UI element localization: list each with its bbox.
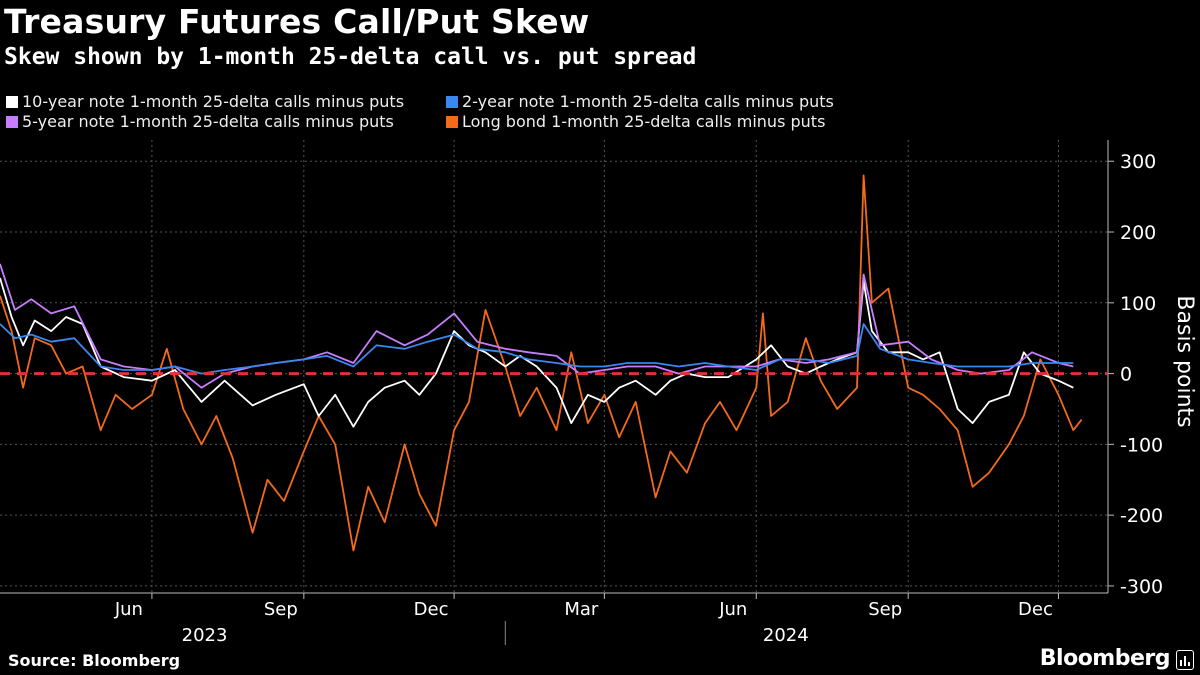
legend-label-five-year: 5-year note 1-month 25-delta calls minus… bbox=[22, 112, 394, 131]
legend-label-long-bond: Long bond 1-month 25-delta calls minus p… bbox=[462, 112, 826, 131]
x-tick-label: Dec bbox=[1018, 599, 1053, 620]
x-tick-label: Jun bbox=[114, 599, 143, 620]
y-tick-label: 100 bbox=[1120, 293, 1156, 315]
y-tick-label: -300 bbox=[1120, 576, 1163, 598]
source-note: Source: Bloomberg bbox=[8, 651, 181, 670]
y-tick-label: -100 bbox=[1120, 434, 1163, 456]
y-tick-label: -200 bbox=[1120, 505, 1163, 527]
y-axis-title: Basis points bbox=[1172, 295, 1197, 427]
bloomberg-chart-icon bbox=[1176, 650, 1194, 670]
legend-swatch-two-year bbox=[446, 95, 458, 108]
x-tick-label: Jun bbox=[718, 599, 747, 620]
x-tick-label: Sep bbox=[264, 599, 298, 620]
series-line-long-bond bbox=[0, 174, 1083, 552]
x-tick-label: Mar bbox=[564, 599, 599, 620]
chart-subtitle: Skew shown by 1-month 25-delta call vs. … bbox=[4, 44, 697, 70]
series-line-two-year bbox=[0, 323, 1074, 375]
y-tick-label: 200 bbox=[1120, 222, 1156, 244]
year-label: 2024 bbox=[763, 625, 809, 646]
legend-label-two-year: 2-year note 1-month 25-delta calls minus… bbox=[462, 92, 834, 111]
year-label: 2023 bbox=[182, 625, 228, 646]
brand-logo-text: Bloomberg bbox=[1039, 646, 1171, 671]
legend-label-ten-year: 10-year note 1-month 25-delta calls minu… bbox=[22, 92, 405, 111]
chart-title: Treasury Futures Call/Put Skew bbox=[4, 2, 590, 41]
y-tick-label: 0 bbox=[1120, 364, 1132, 386]
y-tick-label: 300 bbox=[1120, 151, 1156, 173]
x-tick-label: Dec bbox=[414, 599, 449, 620]
legend-entry-ten-year: 10-year note 1-month 25-delta calls minu… bbox=[6, 92, 404, 111]
legend-entry-five-year: 5-year note 1-month 25-delta calls minus… bbox=[6, 112, 394, 131]
legend-swatch-five-year bbox=[6, 115, 18, 128]
x-tick-label: Sep bbox=[868, 599, 902, 620]
series-line-ten-year bbox=[0, 277, 1074, 428]
legend-entry-long-bond: Long bond 1-month 25-delta calls minus p… bbox=[446, 112, 825, 131]
legend-swatch-long-bond bbox=[446, 115, 458, 128]
legend-entry-two-year: 2-year note 1-month 25-delta calls minus… bbox=[446, 92, 834, 111]
legend-swatch-ten-year bbox=[6, 95, 18, 108]
